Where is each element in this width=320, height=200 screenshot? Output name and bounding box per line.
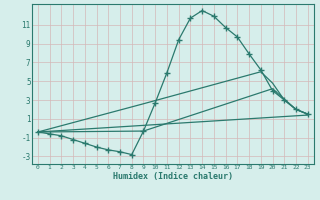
- X-axis label: Humidex (Indice chaleur): Humidex (Indice chaleur): [113, 172, 233, 181]
